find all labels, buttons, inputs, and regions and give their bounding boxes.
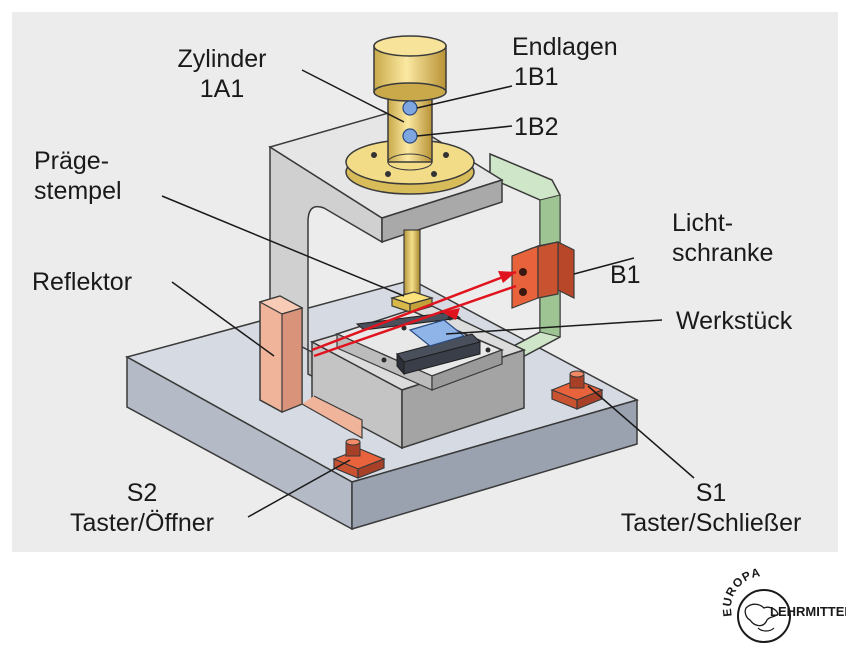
label-s1-id: S1: [695, 479, 727, 507]
label-s1-name: Taster/Schließer: [620, 509, 802, 537]
light-beams: [311, 270, 517, 358]
label-zylinder: Zylinder 1A1: [162, 44, 282, 104]
reflector-shape: [258, 295, 363, 440]
label-reflektor: Reflektor: [32, 268, 133, 296]
cylinder-body: [345, 35, 475, 195]
sensor-1b2-dot: [402, 128, 418, 144]
light-barrier-device: [511, 241, 575, 309]
label-zylinder-text: Zylinder: [177, 45, 267, 73]
die-block: [334, 309, 505, 391]
label-s2-name: Taster/Öffner: [69, 509, 215, 537]
label-s2: S2 Taster/Öffner: [32, 478, 252, 538]
punch-assembly: [389, 229, 435, 313]
label-s1: S1 Taster/Schließer: [596, 478, 826, 538]
diagram-panel: Zylinder 1A1 Endlagen 1B1 1B2 Präge- ste…: [12, 12, 838, 552]
switch-s1-shape: [550, 370, 604, 410]
sensor-1b1-dot: [402, 100, 418, 116]
press-illustration: [125, 35, 695, 531]
label-werkstueck: Werkstück: [676, 307, 793, 335]
label-praege-line2: stempel: [34, 177, 122, 205]
leader-lines: [161, 69, 695, 518]
workpiece-shape: [408, 319, 466, 347]
label-praege-line1: Präge-: [34, 147, 110, 175]
switch-s2-shape: [332, 438, 386, 479]
logo-bottom-text: LEHRMITTEL: [770, 604, 846, 619]
label-1b1: 1B1: [514, 63, 559, 91]
label-praegestempel: Präge- stempel: [34, 146, 122, 206]
europa-lehrmittel-logo: EUROPA LEHRMITTEL: [718, 562, 848, 650]
label-licht-line1: Licht-: [672, 209, 734, 237]
label-b1: B1: [610, 261, 641, 289]
label-lichtschranke: Licht- schranke: [672, 208, 773, 268]
label-licht-line2: schranke: [672, 239, 774, 267]
label-endlagen: Endlagen: [512, 33, 618, 61]
label-s2-id: S2: [126, 479, 158, 507]
label-1b2: 1B2: [514, 113, 559, 141]
label-zylinder-id: 1A1: [199, 75, 245, 103]
